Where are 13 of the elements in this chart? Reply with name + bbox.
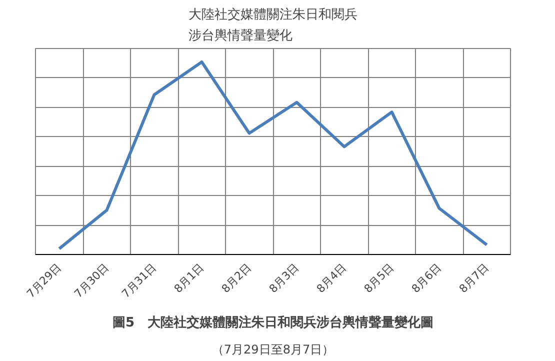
x-tick-label: 8月1日 [172, 260, 206, 296]
x-tick-label: 8月4日 [314, 260, 349, 296]
x-tick-label: 8月3日 [266, 260, 302, 296]
x-tick-label: 8月5日 [362, 260, 396, 296]
text: （7月29日至8月7日） [212, 342, 334, 356]
chart-title: 大陸社交媒體關注朱日和閱兵涉台輿情聲量變化 [188, 6, 358, 44]
x-tick-label: 8月6日 [409, 260, 444, 296]
x-tick-label: 8月7日 [456, 260, 492, 296]
x-tick-label: 8月2日 [219, 260, 254, 296]
x-tick-label: 7月31日 [119, 260, 159, 300]
x-tick-label: 7月29日 [24, 260, 64, 300]
caption: 圖5 大陸社交媒體關注朱日和閱兵涉台輿情聲量變化圖 [112, 314, 434, 330]
x-tick-label: 7月30日 [72, 260, 112, 300]
